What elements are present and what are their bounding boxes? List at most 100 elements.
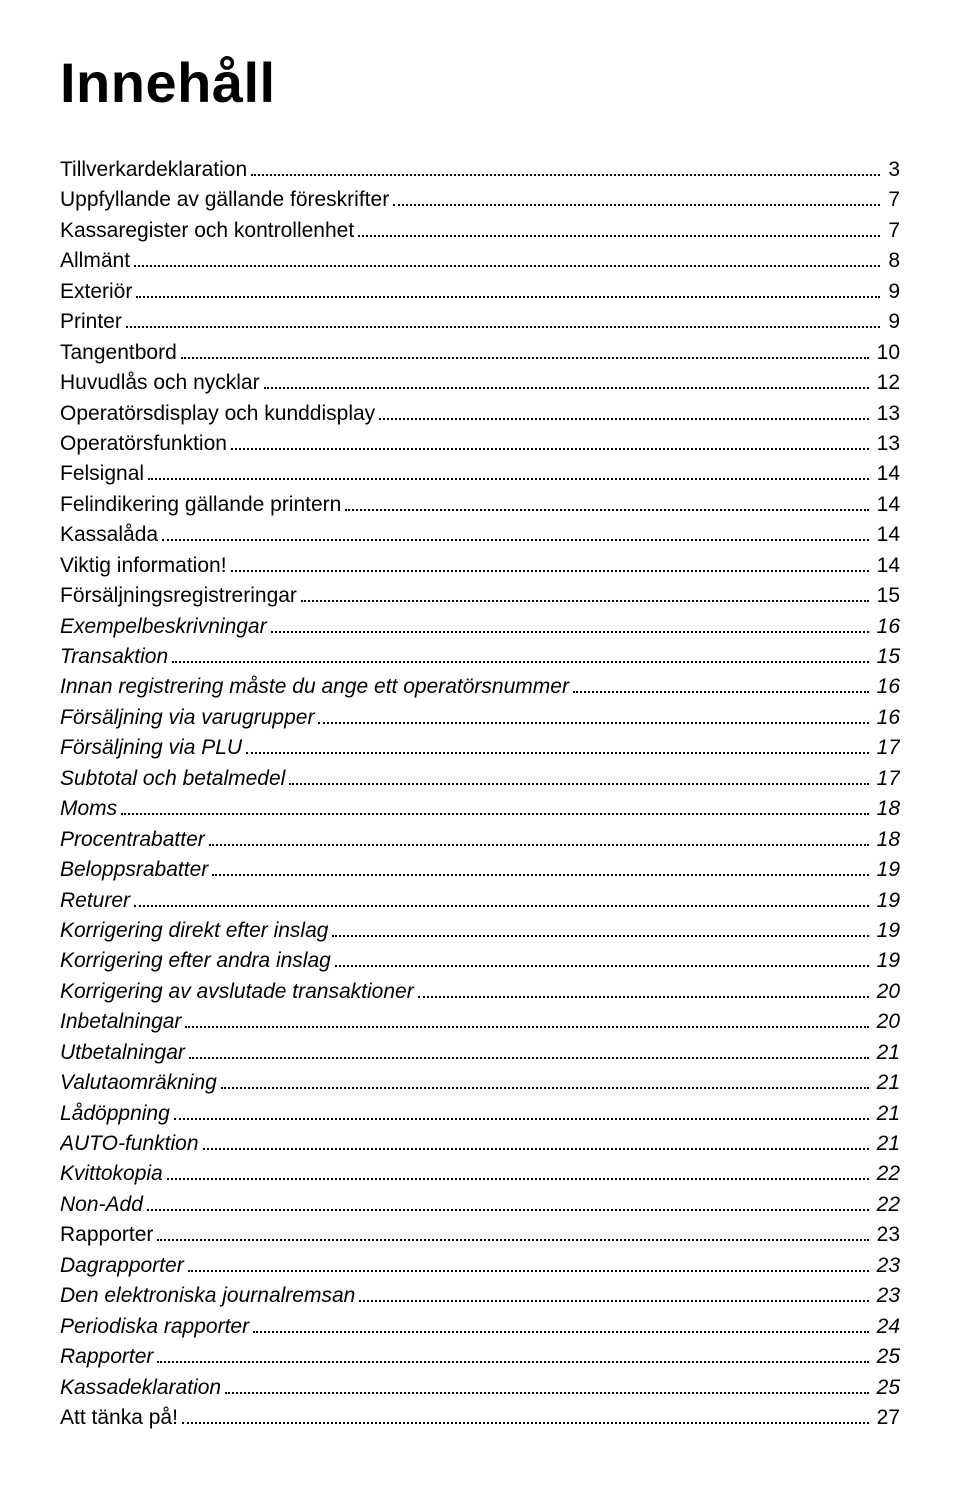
toc-entry: Exempelbeskrivningar16 [60, 612, 900, 642]
toc-entry: Printer 9 [60, 307, 900, 337]
toc-leader-dots [573, 691, 869, 693]
toc-entry: Periodiska rapporter24 [60, 1312, 900, 1342]
toc-leader-dots [167, 1178, 869, 1180]
toc-entry-label: Allmänt [60, 246, 130, 276]
toc-entry: Lådöppning21 [60, 1099, 900, 1129]
toc-entry: Exteriör 9 [60, 277, 900, 307]
toc-entry-page: 20 [873, 977, 900, 1007]
toc-entry-label: Viktig information! [60, 551, 227, 581]
toc-entry-label: Returer [60, 886, 130, 916]
toc-entry-page: 22 [873, 1190, 900, 1220]
toc-leader-dots [157, 1239, 868, 1241]
toc-entry-page: 19 [873, 916, 900, 946]
toc-leader-dots [188, 1270, 869, 1272]
toc-entry: Returer19 [60, 886, 900, 916]
toc-entry-label: Försäljning via PLU [60, 733, 242, 763]
toc-entry: Non-Add22 [60, 1190, 900, 1220]
toc-entry-page: 20 [873, 1007, 900, 1037]
toc-entry-page: 17 [873, 733, 900, 763]
toc-entry-page: 15 [873, 642, 900, 672]
toc-leader-dots [335, 965, 869, 967]
toc-entry-label: Kassaregister och kontrollenhet [60, 216, 354, 246]
toc-entry-label: Moms [60, 794, 117, 824]
toc-entry-page: 16 [873, 703, 900, 733]
toc-entry-label: Innan registrering måste du ange ett ope… [60, 672, 569, 702]
toc-leader-dots [134, 905, 869, 907]
toc-entry-label: Felindikering gällande printern [60, 490, 341, 520]
toc-entry-page: 7 [884, 185, 900, 215]
toc-entry: Huvudlås och nycklar 12 [60, 368, 900, 398]
toc-entry-page: 27 [873, 1403, 900, 1433]
toc-entry-page: 13 [873, 399, 900, 429]
toc-leader-dots [264, 387, 869, 389]
toc-entry: AUTO-funktion21 [60, 1129, 900, 1159]
toc-entry: Tangentbord10 [60, 338, 900, 368]
toc-entry-page: 22 [873, 1159, 900, 1189]
toc-entry: Uppfyllande av gällande föreskrifter7 [60, 185, 900, 215]
toc-entry: Beloppsrabatter 19 [60, 855, 900, 885]
toc-entry-page: 15 [873, 581, 900, 611]
toc-leader-dots [251, 174, 880, 176]
toc-entry: Operatörsdisplay och kunddisplay13 [60, 399, 900, 429]
toc-leader-dots [147, 1209, 869, 1211]
toc-leader-dots [253, 1331, 869, 1333]
toc-leader-dots [358, 235, 880, 237]
toc-entry-label: Exteriör [60, 277, 132, 307]
toc-entry-page: 9 [884, 277, 900, 307]
toc-entry-label: Kassalåda [60, 520, 158, 550]
toc-leader-dots [189, 1057, 869, 1059]
toc-entry: Inbetalningar20 [60, 1007, 900, 1037]
toc-leader-dots [225, 1392, 869, 1394]
toc-leader-dots [301, 600, 869, 602]
toc-entry-page: 12 [873, 368, 900, 398]
toc-entry-label: Procentrabatter [60, 825, 205, 855]
toc-leader-dots [221, 1087, 869, 1089]
toc-entry-label: Tillverkardeklaration [60, 155, 247, 185]
toc-entry: Valutaomräkning21 [60, 1068, 900, 1098]
toc-entry-page: 14 [873, 459, 900, 489]
toc-entry: Korrigering av avslutade transaktioner 20 [60, 977, 900, 1007]
toc-leader-dots [345, 509, 868, 511]
toc-entry-label: Att tänka på! [60, 1403, 178, 1433]
toc-entry-label: Exempelbeskrivningar [60, 612, 267, 642]
toc-entry-label: Subtotal och betalmedel [60, 764, 285, 794]
toc-entry: Rapporter25 [60, 1342, 900, 1372]
toc-entry-page: 19 [873, 855, 900, 885]
toc-entry-label: Korrigering direkt efter inslag [60, 916, 328, 946]
toc-leader-dots [121, 813, 868, 815]
toc-entry-label: Huvudlås och nycklar [60, 368, 260, 398]
toc-leader-dots [148, 478, 869, 480]
toc-leader-dots [318, 722, 868, 724]
toc-entry-label: Kassadeklaration [60, 1373, 221, 1403]
toc-entry-page: 9 [884, 307, 900, 337]
toc-entry-label: Printer [60, 307, 122, 337]
toc-entry: Den elektroniska journalremsan23 [60, 1281, 900, 1311]
toc-entry: Korrigering efter andra inslag19 [60, 946, 900, 976]
toc-entry-label: Felsignal [60, 459, 144, 489]
toc-entry-label: Periodiska rapporter [60, 1312, 249, 1342]
toc-entry: Transaktion 15 [60, 642, 900, 672]
toc-leader-dots [174, 1118, 869, 1120]
toc-entry-label: Transaktion [60, 642, 168, 672]
toc-entry-page: 18 [873, 794, 900, 824]
toc-entry-page: 21 [873, 1068, 900, 1098]
toc-entry-label: Rapporter [60, 1220, 153, 1250]
toc-entry-label: Beloppsrabatter [60, 855, 208, 885]
toc-leader-dots [172, 661, 868, 663]
toc-entry-page: 8 [884, 246, 900, 276]
toc-leader-dots [182, 1422, 869, 1424]
toc-leader-dots [231, 570, 869, 572]
toc-entry: Att tänka på! 27 [60, 1403, 900, 1433]
toc-entry-page: 17 [873, 764, 900, 794]
toc-entry-page: 14 [873, 490, 900, 520]
toc-entry-label: Dagrapporter [60, 1251, 184, 1281]
toc-entry-label: Den elektroniska journalremsan [60, 1281, 355, 1311]
toc-entry: Subtotal och betalmedel 17 [60, 764, 900, 794]
toc-leader-dots [212, 874, 868, 876]
toc-entry: Operatörsfunktion13 [60, 429, 900, 459]
toc-entry-page: 23 [873, 1251, 900, 1281]
toc-leader-dots [126, 326, 880, 328]
toc-entry-label: Korrigering av avslutade transaktioner [60, 977, 414, 1007]
toc-entry-label: AUTO-funktion [60, 1129, 199, 1159]
toc-entry: Försäljning via PLU 17 [60, 733, 900, 763]
